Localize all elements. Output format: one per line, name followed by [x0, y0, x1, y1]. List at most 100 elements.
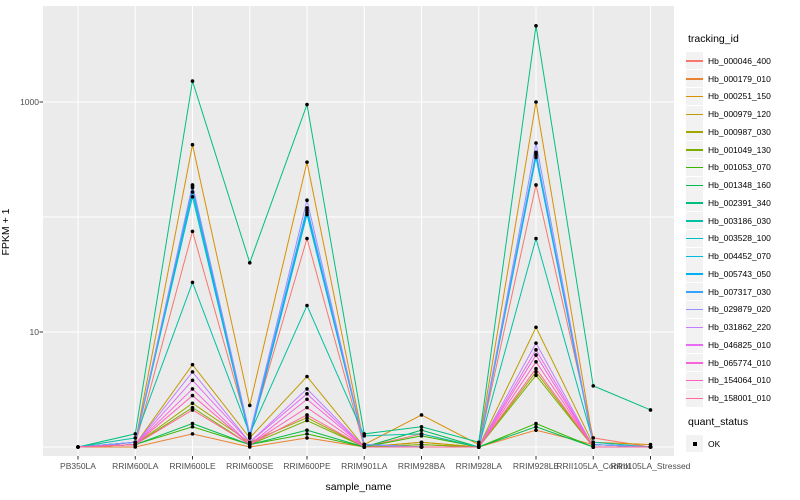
data-point [190, 183, 195, 187]
data-point [534, 353, 538, 357]
data-point [190, 424, 195, 429]
legend-item-Hb_001049_130: Hb_001049_130 [686, 141, 798, 159]
data-point [305, 160, 309, 164]
legend-item-label: Hb_005743_050 [708, 268, 771, 279]
y-tick-label-10: 10 [29, 327, 39, 337]
data-point [190, 362, 195, 367]
legend-item-label: Hb_003186_030 [708, 215, 771, 226]
legend-item-Hb_000179_010: Hb_000179_010 [686, 70, 798, 88]
legend-item-Hb_002391_340: Hb_002391_340 [686, 194, 798, 212]
series-key-icon [686, 229, 703, 247]
series-key-icon [686, 158, 703, 176]
legend-item-label: Hb_000046_400 [708, 55, 771, 66]
series-key-icon [686, 300, 703, 318]
legend-item-label: Hb_004452_070 [708, 251, 771, 262]
data-point [190, 79, 195, 83]
data-point [534, 370, 538, 374]
x-tick-label: RRII105LA_Control [556, 461, 630, 471]
data-point [247, 442, 252, 447]
data-point [305, 392, 309, 396]
legend-item-label: Hb_029879_020 [708, 304, 771, 315]
y-axis-title: FPKM + 1 [0, 208, 12, 256]
data-point [534, 424, 538, 429]
data-point [247, 403, 252, 408]
series-key-icon [686, 105, 703, 123]
data-point [591, 384, 596, 388]
data-point [534, 325, 538, 330]
legend-item-label: Hb_046825_010 [708, 339, 771, 350]
x-axis-title: sample_name [325, 481, 392, 493]
series-key-icon [686, 141, 703, 159]
legend-item-label: Hb_000251_150 [708, 91, 771, 102]
legend-item-Hb_046825_010: Hb_046825_010 [686, 336, 798, 354]
legend-item-label: Hb_007317_030 [708, 286, 771, 297]
legend: tracking_id Hb_000046_400 Hb_000179_010 Hb… [686, 33, 798, 453]
plot-panel [43, 6, 674, 456]
x-tick-label: RRIM928LA [456, 461, 503, 471]
data-point [648, 408, 653, 412]
data-point [305, 374, 309, 379]
data-point [534, 141, 538, 145]
legend-item-Hb_000987_030: Hb_000987_030 [686, 123, 798, 141]
data-point [534, 421, 538, 426]
series-key-icon [686, 194, 703, 212]
data-point [190, 387, 195, 391]
data-point [190, 432, 195, 436]
legend-item-label: Hb_001049_130 [708, 144, 771, 155]
data-point [190, 378, 195, 383]
data-point [419, 428, 424, 432]
legend-item-Hb_029879_020: Hb_029879_020 [686, 300, 798, 319]
legend-item-Hb_001348_160: Hb_001348_160 [686, 176, 798, 194]
legend-item-ok: OK [686, 435, 798, 453]
data-point [534, 236, 538, 241]
data-point [419, 432, 424, 436]
legend-item-label: Hb_000179_010 [708, 73, 771, 84]
legend-item-label: Hb_158001_010 [708, 393, 771, 404]
data-point [305, 236, 309, 241]
series-key-icon [686, 212, 703, 230]
data-point [305, 415, 309, 420]
legend-item-label: Hb_154064_010 [708, 375, 771, 386]
data-point [305, 198, 309, 202]
data-point [190, 421, 195, 426]
data-point [247, 432, 252, 436]
series-key-icon [686, 87, 703, 105]
data-point [534, 373, 538, 378]
x-tick-label: RRIM928BA [398, 461, 446, 471]
data-point [247, 260, 252, 265]
x-tick-label: RRIM901LA [341, 461, 388, 471]
data-point [305, 436, 309, 440]
data-point [305, 428, 309, 432]
data-point [648, 445, 653, 449]
series-key-icon [686, 389, 703, 407]
data-point [591, 445, 596, 449]
legend-item-Hb_065774_010: Hb_065774_010 [686, 354, 798, 372]
legend-item-Hb_003528_100: Hb_003528_100 [686, 229, 798, 248]
data-point [419, 445, 424, 449]
data-point [534, 428, 538, 432]
series-key-icon [686, 70, 703, 88]
legend-item-Hb_031862_220: Hb_031862_220 [686, 318, 798, 336]
ok-point-key-icon [686, 435, 703, 453]
series-key-icon [686, 354, 703, 372]
legend-item-label: Hb_000979_120 [708, 109, 771, 120]
data-point [534, 150, 538, 155]
legend-item-label: Hb_003528_100 [708, 233, 771, 244]
series-key-icon [686, 265, 703, 283]
legend-item-Hb_000979_120: Hb_000979_120 [686, 105, 798, 123]
legend-item-label: Hb_002391_340 [708, 197, 771, 208]
data-point [133, 432, 138, 436]
series-key-icon [686, 371, 703, 389]
data-point [305, 432, 309, 436]
series-key-icon [686, 176, 703, 194]
legend-item-label: Hb_001053_070 [708, 162, 771, 173]
data-point [190, 142, 195, 147]
data-point [305, 102, 309, 107]
data-point [190, 408, 195, 412]
legend-item-Hb_001053_070: Hb_001053_070 [686, 158, 798, 177]
data-point [419, 424, 424, 429]
x-tick-label: RRIM928LE [513, 461, 560, 471]
y-tick-label-1000: 1000 [20, 97, 39, 107]
data-point [305, 413, 309, 417]
